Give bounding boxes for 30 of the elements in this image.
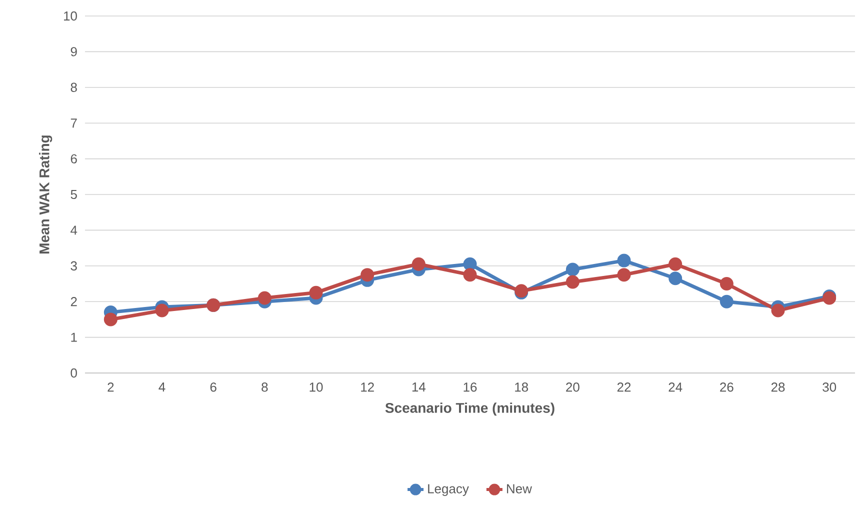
y-tick-label: 0 bbox=[70, 368, 77, 378]
y-tick-label: 10 bbox=[64, 11, 77, 21]
x-tick-label: 2 bbox=[108, 382, 114, 392]
y-tick-label: 9 bbox=[70, 47, 77, 56]
x-tick-label: 4 bbox=[158, 382, 166, 392]
y-axis-title: Mean WAK Rating bbox=[39, 136, 52, 254]
x-tick-label: 22 bbox=[617, 382, 631, 392]
legend-label: New bbox=[507, 484, 532, 494]
y-tick-label: 1 bbox=[71, 332, 77, 342]
y-tick-label: 2 bbox=[70, 297, 77, 306]
x-tick-label: 30 bbox=[822, 382, 836, 392]
x-tick-label: 14 bbox=[412, 382, 426, 392]
x-tick-label: 20 bbox=[566, 382, 580, 392]
x-tick-label: 26 bbox=[720, 382, 734, 392]
x-tick-label: 16 bbox=[464, 382, 477, 392]
x-tick-label: 12 bbox=[361, 382, 374, 392]
x-axis-title: Sceanario Time (minutes) bbox=[385, 402, 554, 416]
x-tick-label: 6 bbox=[210, 382, 216, 392]
y-tick-label: 4 bbox=[70, 226, 78, 235]
y-tick-label: 8 bbox=[70, 82, 77, 92]
x-tick-label: 10 bbox=[310, 382, 323, 392]
x-tick-label: 24 bbox=[668, 382, 682, 392]
x-tick-label: 18 bbox=[515, 382, 528, 392]
x-tick-label: 28 bbox=[771, 382, 785, 392]
y-tick-label: 6 bbox=[70, 154, 77, 164]
x-tick-label: 8 bbox=[262, 382, 268, 392]
y-tick-label: 3 bbox=[70, 261, 77, 270]
y-tick-label: 5 bbox=[70, 190, 77, 200]
y-tick-label: 7 bbox=[70, 118, 77, 128]
legend-label: Legacy bbox=[428, 484, 469, 496]
